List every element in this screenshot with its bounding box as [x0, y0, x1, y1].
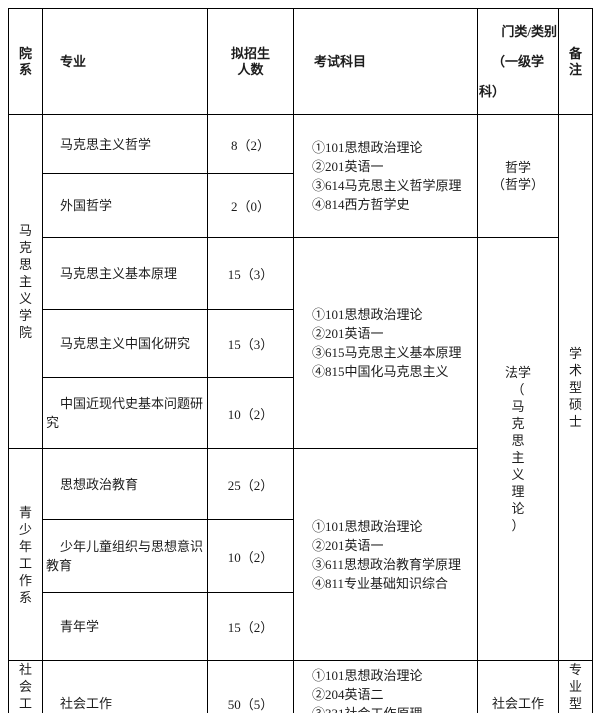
category-cell-philosophy: 哲学 （哲学） [477, 114, 559, 238]
quota-cell: 15（2） [207, 592, 294, 661]
header-row: 院 系 专业 拟招生 人数 考试科目 门类/类别 （一级学 科） 备 注 [8, 8, 593, 115]
col-header-major: 专业 [42, 8, 208, 115]
quota-cell: 10（2） [207, 377, 294, 449]
table-row: 马克思主义基本原理 15（3） ①101思想政治理论 ②201英语一 ③615马… [9, 237, 593, 661]
major-cell: 少年儿童组织与思想意识教育 [42, 519, 208, 593]
col-header-quota: 拟招生 人数 [207, 8, 294, 115]
table-row: 中国近现代史基本问题研究 10（2） [9, 377, 593, 449]
col-header-category-line1: 门类/类别 [501, 24, 557, 39]
col-header-category: 门类/类别 （一级学 科） [477, 8, 559, 115]
table-row: 社 会 工 作 系 社会工作 50（5） ①101思想政治理论 ②204英语二 … [8, 660, 593, 713]
col-header-department: 院 系 [8, 8, 43, 115]
major-cell: 社会工作 [42, 660, 208, 713]
table-row: 马 克 思 主 义 学 院 马克思主义哲学 8（2） ①101思想政治理论 ②2… [8, 114, 593, 661]
department-cell-social-work: 社 会 工 作 系 [8, 660, 43, 713]
quota-cell: 50（5） [207, 660, 294, 713]
major-cell: 马克思主义中国化研究 [42, 309, 208, 378]
table-row: 马克思主义中国化研究 15（3） [9, 309, 593, 378]
major-cell: 外国哲学 [42, 173, 208, 238]
major-cell: 马克思主义基本原理 [42, 237, 208, 310]
col-header-category-line2: （一级学 [491, 54, 544, 69]
admissions-table: 院 系 专业 拟招生 人数 考试科目 门类/类别 （一级学 科） 备 注 马 克… [8, 8, 593, 713]
col-header-exam-subjects: 考试科目 [293, 8, 478, 115]
table-row: 外国哲学 2（0） [9, 173, 593, 238]
quota-cell: 10（2） [207, 519, 294, 593]
col-header-note: 备 注 [558, 8, 593, 115]
quota-cell: 2（0） [207, 173, 294, 238]
department-cell-youth-work: 青 少 年 工 作 系 [8, 448, 43, 661]
note-cell-professional-master: 专 业 型 硕 士 [558, 660, 593, 713]
category-cell-law-marxism: 法学 （ 马 克 思 主 义 理 论 ） [477, 237, 559, 661]
exam-subjects-cell-marxism-theory: ①101思想政治理论 ②201英语一 ③615马克思主义基本原理 ④815中国化… [293, 237, 478, 449]
major-cell: 思想政治教育 [42, 448, 208, 520]
department-cell-marxism-college: 马 克 思 主 义 学 院 [8, 114, 43, 449]
exam-subjects-cell-ideological-education: ①101思想政治理论 ②201英语一 ③611思想政治教育学原理 ④811专业基… [293, 448, 478, 661]
col-header-category-line3: 科） [479, 84, 506, 99]
exam-subjects-cell-philosophy: ①101思想政治理论 ②201英语一 ③614马克思主义哲学原理 ④814西方哲… [293, 114, 478, 238]
exam-subjects-cell-social-work: ①101思想政治理论 ②204英语二 ③331社会工作原理 ④437社会工作实务 [293, 660, 478, 713]
table-row: 青 少 年 工 作 系 思想政治教育 25（2） ①101思想政治理论 ②201… [8, 448, 593, 661]
note-cell-academic-master: 学 术 型 硕 士 [558, 114, 593, 661]
category-cell-social-work: 社会工作 [477, 660, 559, 713]
quota-cell: 15（3） [207, 309, 294, 378]
major-cell: 青年学 [42, 592, 208, 661]
quota-cell: 15（3） [207, 237, 294, 310]
major-cell: 中国近现代史基本问题研究 [42, 377, 208, 449]
major-cell: 马克思主义哲学 [42, 114, 208, 174]
table-row: 青年学 15（2） [9, 592, 593, 661]
quota-cell: 25（2） [207, 448, 294, 520]
quota-cell: 8（2） [207, 114, 294, 174]
